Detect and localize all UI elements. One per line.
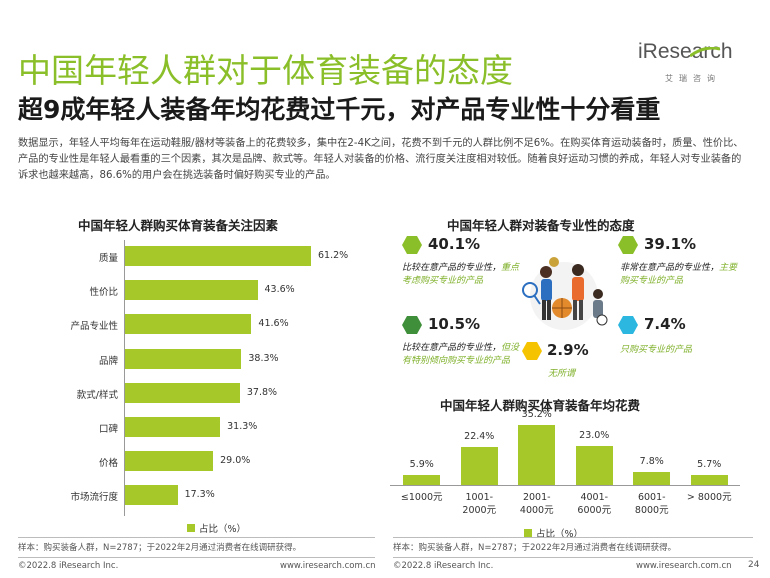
attitude-text-1: 比较在意产品的专业性，重点考虑购买专业的产品 xyxy=(402,262,522,288)
yellow-hexagon-icon xyxy=(522,342,542,360)
left-footer-divider xyxy=(18,557,375,558)
bar-value-label: 31.3% xyxy=(227,421,258,432)
bar xyxy=(125,485,178,506)
bar-value-label: 17.3% xyxy=(184,489,215,501)
bar-category-label: 产品专业性 xyxy=(70,321,118,333)
bar-category-label: 口碑 xyxy=(98,424,118,435)
bar xyxy=(125,246,311,266)
column xyxy=(460,446,498,485)
column-category-label: 4001- 6000元 xyxy=(577,492,612,516)
column xyxy=(403,474,441,485)
bar-value-label: 61.2% xyxy=(318,250,349,261)
left-chart-axis xyxy=(124,240,125,516)
left-copyright: ©2022.8 iResearch Inc. xyxy=(18,561,119,571)
sports-people-icon xyxy=(522,257,608,330)
attitude-pct-2: 39.1% xyxy=(644,235,697,253)
bar-value-label: 41.6% xyxy=(258,318,289,330)
attitude-text-4b: 只购买专业的产品 xyxy=(620,345,693,355)
legend-swatch xyxy=(187,523,195,532)
page-subtitle: 超9成年轻人装备年均花费过千元，对产品专业性十分看重 xyxy=(18,95,661,124)
logo-text: iResearch xyxy=(638,40,733,63)
attitude-text-4: 只购买专业的产品 xyxy=(620,344,740,357)
column-value-label: 7.8% xyxy=(639,455,664,467)
attitude-pct-1: 40.1% xyxy=(428,235,481,253)
bar xyxy=(125,280,258,301)
right-divider xyxy=(393,537,753,538)
summary-paragraph: 数据显示，年轻人平均每年在运动鞋服/器材等装备上的花费较多，集中在2-4K之间，… xyxy=(18,138,744,181)
attitude-text-5b: 无所谓 xyxy=(548,369,576,379)
bar-category-label: 性价比 xyxy=(89,287,118,299)
bar-category-label: 市场流行度 xyxy=(70,492,118,504)
column-category-label: 2001- 4000元 xyxy=(519,492,554,516)
column xyxy=(518,425,556,485)
right-copyright: ©2022.8 iResearch Inc. xyxy=(393,561,494,571)
attitude-pct-5: 2.9% xyxy=(547,341,589,359)
bar-category-label: 款式/样式 xyxy=(76,389,118,401)
right-bar-chart: 5.9% ≤1000元 22.4% 1001- 2000元 35.2% 2001- 400… xyxy=(385,409,770,520)
legend-label: 占比（%） xyxy=(536,529,584,540)
column xyxy=(575,445,613,485)
bar xyxy=(125,451,214,472)
right-source-note: 样本：购买装备人群，N=2787；于2022年2月通过消费者在线调研获得。 xyxy=(393,543,677,553)
column-category-label: 1001- 2000元 xyxy=(462,492,497,516)
right-legend: 占比（%） xyxy=(524,522,583,541)
logo-subtitle: 艾瑞咨询 xyxy=(665,74,721,83)
attitude-pct-4: 7.4% xyxy=(644,315,686,333)
bar-category-label: 价格 xyxy=(98,458,118,470)
legend-swatch xyxy=(524,528,532,537)
column-value-label: 35.2% xyxy=(521,409,552,420)
attitude-text-2b: 主要购买专业的产品 xyxy=(620,263,738,286)
left-source-note: 样本：购买装备人群，N=2787；于2022年2月通过消费者在线调研获得。 xyxy=(18,543,302,553)
attitude-text-3a: 比较在意产品的专业性， xyxy=(402,343,502,353)
dark-green-hexagon-icon xyxy=(402,316,422,334)
attitude-pct-3: 10.5% xyxy=(428,315,481,333)
logo-swoosh-icon xyxy=(689,42,721,58)
column-category-label: ≤1000元 xyxy=(400,492,443,503)
column-category-label: > 8000元 xyxy=(686,492,732,503)
left-legend: 占比（%） xyxy=(187,517,246,536)
column-category-label: 6001- 8000元 xyxy=(634,492,669,516)
right-footer-divider xyxy=(393,557,753,558)
cyan-hexagon-icon xyxy=(618,316,638,334)
column xyxy=(690,475,728,485)
bar-value-label: 37.8% xyxy=(246,386,278,398)
iresearch-logo: iResearch xyxy=(638,40,733,64)
page-title: 中国年轻人群对于体育装备的态度 xyxy=(18,51,513,90)
bar-value-label: 43.6% xyxy=(264,284,295,296)
left-divider xyxy=(18,537,375,538)
column-value-label: 5.9% xyxy=(409,458,434,470)
column xyxy=(633,471,671,485)
column-value-label: 23.0% xyxy=(579,429,610,441)
right-chart-title: 中国年轻人群购买体育装备年均花费 xyxy=(440,398,641,413)
attitude-text-1a: 比较在意产品的专业性， xyxy=(402,263,502,273)
left-bar-chart: 质量 61.2% 性价比 43.6% 产品专业性 41.6% 品牌 38.3% 款式/样式 37.… xyxy=(0,238,380,518)
bar xyxy=(125,382,240,403)
bar-category-label: 品牌 xyxy=(98,355,118,367)
left-chart-title: 中国年轻人群购买体育装备关注因素 xyxy=(78,218,279,233)
bar-category-label: 质量 xyxy=(98,253,118,264)
right-website: www.iresearch.com.cn xyxy=(636,561,732,571)
attitude-title: 中国年轻人群对装备专业性的态度 xyxy=(447,218,635,233)
attitude-text-2: 非常在意产品的专业性，主要购买专业的产品 xyxy=(620,262,740,288)
sports-illustration xyxy=(512,250,616,330)
left-website: www.iresearch.com.cn xyxy=(280,561,376,571)
attitude-text-1b: 重点考虑购买专业的产品 xyxy=(402,263,520,286)
column-value-label: 22.4% xyxy=(464,430,495,442)
green-hexagon-icon xyxy=(402,236,422,254)
page-number: 24 xyxy=(748,560,760,570)
bar xyxy=(125,417,221,437)
legend-label: 占比（%） xyxy=(199,524,247,535)
attitude-text-3b: 但没有特别倾向购买专业的产品 xyxy=(402,343,520,366)
attitude-text-5: 无所谓 xyxy=(548,368,608,381)
column-value-label: 5.7% xyxy=(697,459,722,471)
green-hexagon-icon xyxy=(618,236,638,254)
bar-value-label: 38.3% xyxy=(248,352,279,364)
bar xyxy=(125,314,252,335)
attitude-text-3: 比较在意产品的专业性，但没有特别倾向购买专业的产品 xyxy=(402,342,522,368)
bar-value-label: 29.0% xyxy=(220,455,251,467)
bar xyxy=(125,348,242,369)
attitude-text-2a: 非常在意产品的专业性， xyxy=(620,263,720,273)
right-chart-axis xyxy=(390,485,740,486)
